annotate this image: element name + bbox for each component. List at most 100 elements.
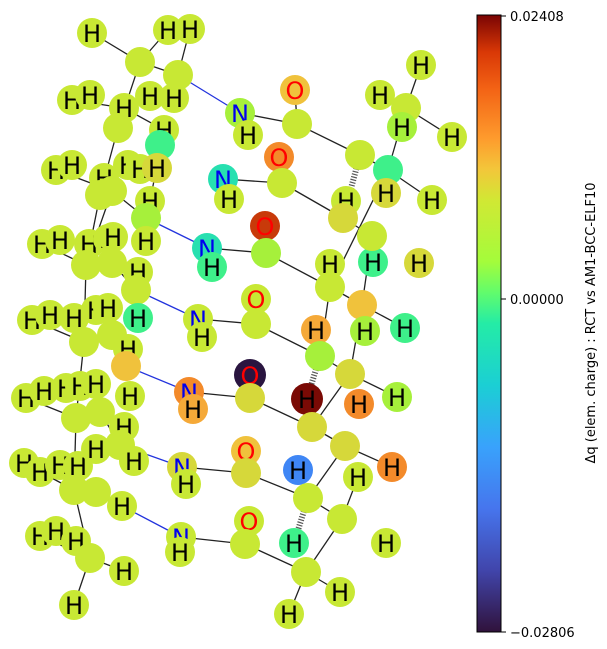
atom-symbol: H: [81, 82, 99, 110]
atom-symbol: H: [99, 295, 117, 323]
carbon-atom: [231, 458, 261, 488]
atom-charge-marker: [241, 309, 271, 339]
carbon-atom: [267, 168, 297, 198]
atom-charge-marker: [437, 122, 467, 152]
carbon-atom: [235, 383, 265, 413]
hydrogen-atom: H: [214, 184, 244, 214]
atom-charge-marker: [59, 590, 89, 620]
carbon-atom: [85, 180, 115, 210]
atom-charge-marker: [85, 397, 115, 427]
atom-charge-marker: [357, 221, 387, 251]
atom-symbol: H: [298, 386, 316, 414]
atom-charge-marker: [142, 153, 172, 183]
hydrogen-atom: H: [142, 153, 172, 183]
carbon-atom: [330, 431, 360, 461]
hydrogen-atom: H: [153, 15, 183, 45]
atom-charge-marker: [305, 341, 335, 371]
atom-charge-marker: [35, 300, 65, 330]
atom-symbol: H: [83, 20, 101, 48]
atom-charge-marker: [371, 178, 401, 208]
atom-charge-marker: [234, 506, 264, 536]
atom-charge-marker: [85, 180, 115, 210]
hydrogen-atom: H: [59, 590, 89, 620]
carbon-atom: [163, 60, 193, 90]
atom-charge-marker: [59, 475, 89, 505]
carbon-atom: [327, 504, 357, 534]
carbon-atom: [282, 109, 312, 139]
atom-charge-marker: [371, 528, 401, 558]
atom-charge-marker: [214, 184, 244, 214]
atom-symbol: H: [203, 254, 221, 282]
atom-symbol: H: [63, 152, 81, 180]
atom-charge-marker: [293, 483, 323, 513]
hydrogen-atom: H: [75, 80, 105, 110]
atom-charge-marker: [328, 203, 358, 233]
carbon-atom: [97, 248, 127, 278]
atom-symbol: H: [165, 85, 183, 113]
atom-symbol: H: [129, 305, 147, 333]
atom-symbol: O: [247, 286, 266, 314]
carbon-atom: [103, 113, 133, 143]
atom-symbol: H: [177, 471, 195, 499]
atom-charge-marker: [131, 203, 161, 233]
atom-symbol: H: [331, 579, 349, 607]
atom-symbol: H: [383, 454, 401, 482]
carbon-atom: [241, 309, 271, 339]
atom-symbol: H: [181, 16, 199, 44]
atom-symbol: H: [148, 155, 166, 183]
atom-symbol: H: [171, 539, 189, 567]
atom-charge-marker: [75, 543, 105, 573]
atom-charge-marker: [231, 436, 261, 466]
carbon-atom: [357, 221, 387, 251]
atom-charge-marker: [163, 60, 193, 90]
atom-symbol: H: [410, 250, 428, 278]
atom-charge-marker: [267, 168, 297, 198]
atom-charge-marker: [81, 477, 111, 507]
atom-charge-marker: [159, 83, 189, 113]
hydrogen-atom: H: [365, 80, 395, 110]
hydrogen-atom: H: [187, 322, 217, 352]
atom-charge-marker: [61, 403, 91, 433]
atom-symbol: H: [423, 187, 441, 215]
carbon-atom: [230, 529, 260, 559]
hydrogen-atom: H: [387, 112, 417, 142]
atom-symbol: H: [443, 124, 461, 152]
atom-charge-marker: [417, 185, 447, 215]
atom-symbol: H: [239, 122, 257, 150]
atom-symbol: O: [270, 144, 289, 172]
atom-charge-marker: [345, 140, 375, 170]
carbon-atom: [81, 477, 111, 507]
hydrogen-atom: H: [279, 528, 309, 558]
atom-charge-marker: [279, 528, 309, 558]
atom-charge-marker: [377, 452, 407, 482]
carbon-atom: [305, 341, 335, 371]
atom-symbol: H: [280, 601, 298, 629]
hydrogen-atom: H: [406, 50, 436, 80]
hydrogen-atom: H: [437, 122, 467, 152]
carbon-atom: [293, 483, 323, 513]
carbon-atom: [111, 351, 141, 381]
atom-charge-marker: [107, 491, 137, 521]
colorbar-axis-label: Δq (elem. charge) : RCT vs AM1-BCC-ELF10: [584, 182, 599, 463]
atom-charge-marker: [131, 226, 161, 256]
atom-symbol: H: [289, 457, 307, 485]
hydrogen-atom: H: [315, 249, 345, 279]
hydrogen-atom: H: [131, 226, 161, 256]
carbon-atom: [335, 359, 365, 389]
hydrogen-atom: H: [283, 455, 313, 485]
atom-charge-marker: [57, 150, 87, 180]
atom-charge-marker: [231, 458, 261, 488]
atom-charge-marker: [103, 113, 133, 143]
atom-charge-marker: [77, 18, 107, 48]
atom-charge-marker: [301, 315, 331, 345]
atom-charge-marker: [330, 431, 360, 461]
atom-charge-marker: [29, 376, 59, 406]
atom-charge-marker: [327, 504, 357, 534]
atom-symbol: H: [321, 251, 339, 279]
hydrogen-atom: H: [159, 83, 189, 113]
atom-charge-marker: [387, 112, 417, 142]
atom-charge-marker: [75, 80, 105, 110]
carbon-atom: [328, 203, 358, 233]
atom-symbol: H: [35, 378, 53, 406]
atom-symbol: H: [396, 315, 414, 343]
